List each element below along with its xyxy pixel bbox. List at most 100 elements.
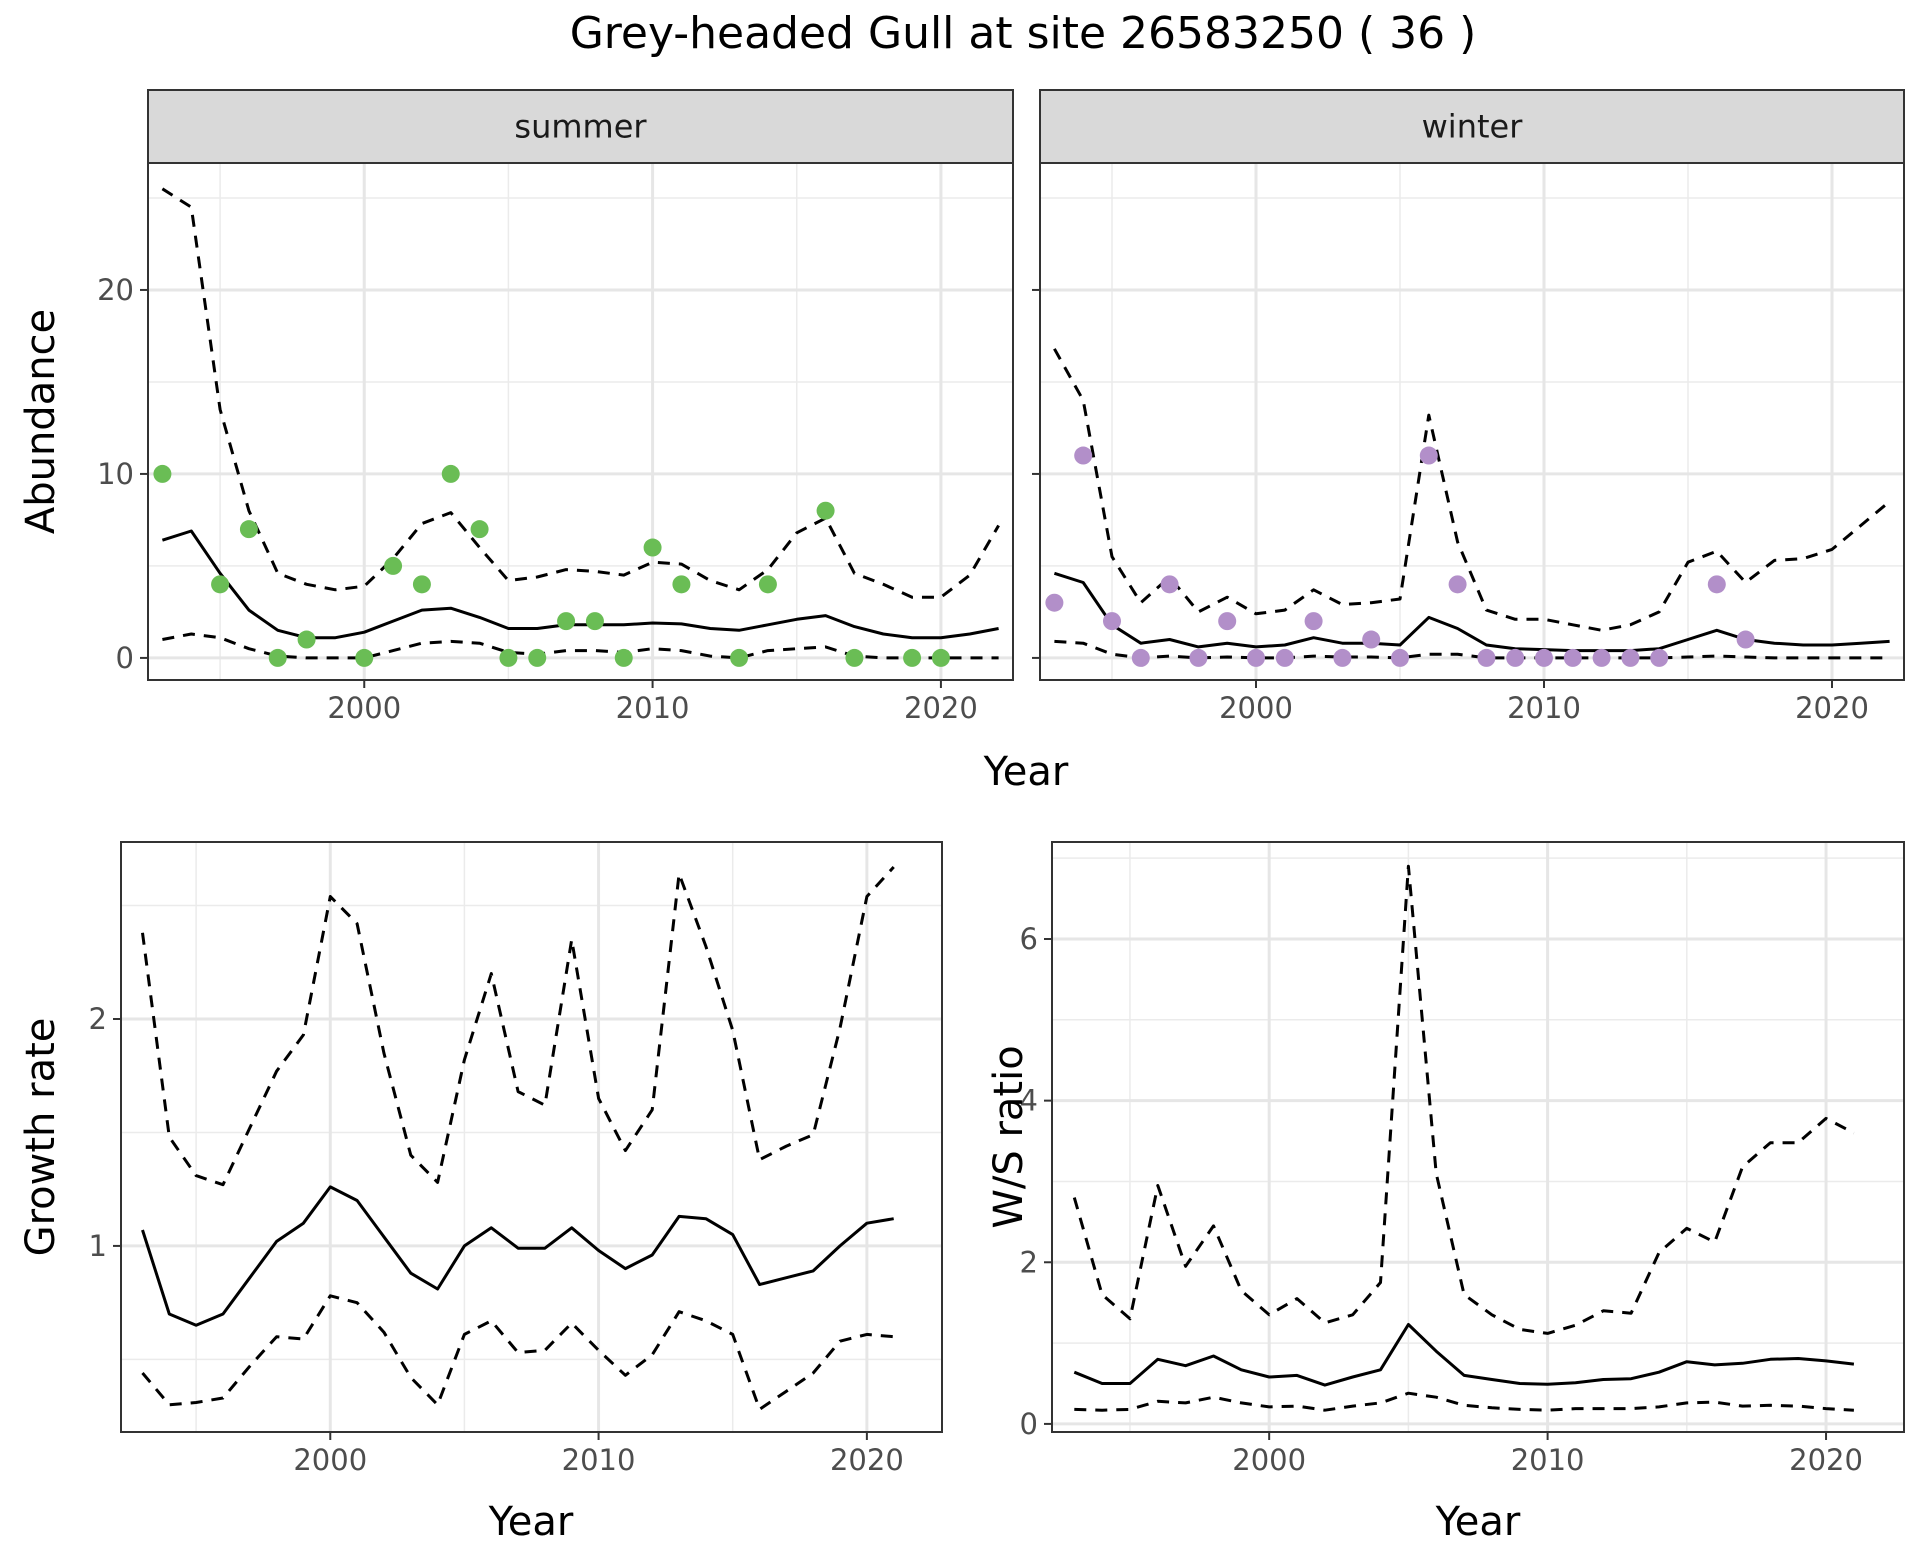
data-point [1131, 648, 1150, 667]
data-point [1362, 630, 1381, 649]
panel-border [1051, 841, 1905, 1433]
data-point [412, 575, 431, 594]
y-tick-label: 10 [97, 457, 134, 491]
panel-4: 2000 2010 2020 0 2 4 6 W/S ratio [986, 841, 1905, 1477]
y-axis-title: Abundance [18, 309, 64, 534]
x-axis-title-top: Year [983, 749, 1069, 795]
series-line-estimate [141, 1185, 894, 1327]
x-tick-label: 2020 [1789, 1443, 1863, 1477]
x-tick-label: 2000 [1232, 1443, 1306, 1477]
facet-label-winter: winter [1422, 108, 1524, 146]
x-tick-label: 2010 [1507, 691, 1581, 725]
chart-title: Grey-headed Gull at site 26583250 ( 36 ) [570, 8, 1477, 59]
data-point [1592, 648, 1611, 667]
data-point [441, 464, 460, 483]
series-line-upper [1072, 864, 1855, 1335]
data-point [355, 648, 374, 667]
data-point [672, 575, 691, 594]
panel-3: 2000 2010 2020 1 2 Growth rate [18, 841, 943, 1477]
data-point [1448, 575, 1467, 594]
panel-2: 2000 2010 2020 [1032, 162, 1905, 725]
data-point [816, 501, 835, 520]
series-line-lower [1074, 1391, 1854, 1412]
facet-strip-summer [147, 89, 1014, 164]
data-point [211, 575, 230, 594]
series-line-lower [141, 1294, 894, 1411]
data-point [1045, 593, 1064, 612]
data-point [931, 648, 950, 667]
data-point [1736, 630, 1755, 649]
y-axis-title: Growth rate [18, 1018, 64, 1257]
x-axis-title-growth: Year [488, 1499, 574, 1545]
x-tick-label: 2010 [1511, 1443, 1585, 1477]
data-point [528, 648, 547, 667]
data-point [1391, 648, 1409, 667]
data-point [1419, 446, 1438, 465]
x-tick-label: 2000 [293, 1443, 367, 1477]
data-point [1535, 648, 1553, 667]
y-axis-title: W/S ratio [986, 1045, 1032, 1228]
data-point [845, 648, 864, 667]
data-point [1103, 612, 1121, 631]
x-tick-label: 2010 [616, 691, 690, 725]
data-point [903, 648, 922, 667]
data-point [1650, 648, 1669, 667]
y-tick-label: 20 [97, 273, 134, 307]
y-tick-label: 0 [116, 641, 134, 675]
data-point [1160, 575, 1179, 594]
data-point [643, 538, 662, 557]
series-line-upper [161, 187, 1000, 599]
data-point [1247, 648, 1265, 667]
x-tick-label: 2000 [327, 691, 401, 725]
data-point [1333, 648, 1352, 667]
data-point [1477, 648, 1496, 667]
data-point [1189, 648, 1208, 667]
y-tick-label: 0 [1020, 1407, 1038, 1441]
data-point [384, 556, 403, 575]
data-point [1707, 575, 1726, 594]
y-tick-label: 4 [1020, 1084, 1038, 1118]
series-line-upper [141, 865, 895, 1187]
data-point [1621, 648, 1640, 667]
panel-border [120, 841, 943, 1433]
y-tick-label: 6 [1020, 922, 1038, 956]
data-point [758, 575, 777, 594]
data-point [470, 520, 489, 539]
y-tick-label: 2 [1020, 1245, 1038, 1279]
panel-1: 2000 2010 2020 0 10 20 Abundance [18, 162, 1014, 725]
data-point [153, 464, 172, 483]
data-point [1218, 612, 1237, 631]
x-tick-label: 2000 [1219, 691, 1293, 725]
series-line-upper [1053, 348, 1891, 632]
y-tick-label: 1 [89, 1229, 107, 1263]
data-point [1074, 446, 1093, 465]
series-line-estimate [1073, 1323, 1855, 1387]
data-point [557, 612, 576, 631]
data-point [297, 630, 316, 649]
x-tick-label: 2010 [562, 1443, 636, 1477]
data-point [1275, 648, 1294, 667]
data-point [614, 648, 633, 667]
series-line-lower [162, 632, 999, 660]
x-tick-label: 2020 [1795, 691, 1869, 725]
data-point [730, 648, 749, 667]
data-point [585, 612, 604, 631]
y-tick-label: 2 [89, 1002, 107, 1036]
data-point [499, 648, 518, 667]
series-line-lower [1054, 639, 1890, 660]
data-point [239, 520, 258, 539]
facet-strip-winter [1039, 89, 1905, 164]
data-point [1506, 648, 1525, 667]
panel-border [1039, 162, 1905, 681]
data-point [268, 648, 287, 667]
facet-label-summer: summer [514, 108, 647, 146]
data-point [1563, 648, 1582, 667]
x-axis-title-ratio: Year [1435, 1499, 1521, 1545]
data-point [1304, 612, 1323, 631]
x-tick-label: 2020 [830, 1443, 904, 1477]
x-tick-label: 2020 [904, 691, 978, 725]
panel-border [147, 162, 1014, 681]
